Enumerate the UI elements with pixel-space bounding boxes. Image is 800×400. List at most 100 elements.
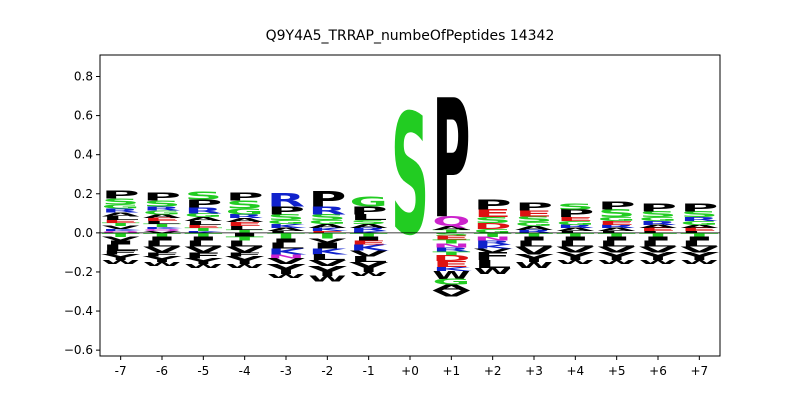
- logo-letter-e: E: [680, 227, 718, 232]
- logo-letter-y: Y: [266, 262, 307, 278]
- logo-letter-y: Y: [555, 250, 595, 262]
- logo-letter-l: L: [143, 239, 181, 248]
- logo-letter-v: V: [350, 249, 389, 258]
- logo-letter-s: S: [350, 219, 388, 225]
- logo-letter-i: I: [350, 236, 388, 242]
- logo-letter-l: L: [226, 225, 264, 231]
- y-tick-label: −0.2: [64, 265, 93, 279]
- logo-letter-g: G: [226, 207, 264, 216]
- x-axis: -7 -6 -5 -4 -3 -2 -1 +0 +1 +2 +3 +4 +5 +6 +7: [115, 356, 708, 378]
- logo-letter-v: V: [598, 245, 637, 254]
- logo-letter-y: Y: [679, 250, 719, 262]
- logo-letter-f: F: [184, 251, 222, 260]
- y-tick-label: 0.0: [74, 226, 93, 240]
- logo-letter-r: R: [226, 213, 264, 219]
- logo-letter-w: W: [474, 267, 512, 276]
- logo-letter-t: T: [308, 231, 346, 240]
- x-tick-label: -6: [156, 364, 168, 378]
- logo-letter-l: L: [639, 230, 677, 233]
- logo-letter-r: R: [598, 224, 636, 229]
- logo-letter-v: V: [474, 248, 512, 254]
- logo-letter-k: K: [350, 230, 390, 233]
- logo-letter-l: L: [680, 239, 718, 248]
- logo-letter-w: W: [680, 259, 718, 265]
- logo-letter-f: F: [226, 251, 264, 257]
- logo-letter-q: Q: [102, 230, 140, 233]
- logo-letter-y: Y: [596, 250, 636, 262]
- logo-letter-r: R: [680, 216, 718, 222]
- logo-letter-a: A: [350, 223, 388, 229]
- logo-letter-i: I: [639, 236, 677, 242]
- logo-letter-w: W: [432, 269, 470, 282]
- logo-letter-p: P: [226, 191, 264, 204]
- logo-letter-t: T: [102, 232, 140, 238]
- y-tick-label: 0.2: [74, 187, 93, 201]
- logo-letter-k: K: [308, 227, 349, 232]
- logo-letter-t: T: [598, 232, 636, 238]
- chart-title: Q9Y4A5_TRRAP_numbeOfPeptides 14342: [266, 28, 555, 44]
- logo-letter-s: S: [639, 210, 677, 219]
- logo-letter-t: T: [639, 232, 677, 238]
- logo-letter-a: A: [226, 217, 264, 223]
- x-tick-label: +0: [401, 364, 419, 378]
- logo-letter-e: E: [102, 219, 140, 224]
- logo-letter-g: G: [680, 220, 718, 226]
- logo-letter-e: E: [598, 220, 636, 226]
- logo-letter-v: V: [680, 245, 719, 254]
- logo-letter-l: L: [308, 253, 346, 262]
- logo-letter-a: A: [102, 211, 140, 217]
- logo-letter-y: Y: [142, 255, 183, 264]
- logo-letter-e: E: [474, 208, 512, 220]
- logo-letter-l: L: [143, 220, 181, 225]
- logo-letter-g: G: [350, 194, 388, 210]
- logo-letter-i: I: [102, 240, 140, 246]
- logo-letter-s: S: [474, 216, 512, 225]
- logo-letter-a: A: [143, 213, 181, 219]
- logo-letter-l: L: [474, 258, 512, 270]
- logo-letter-s: S: [556, 202, 594, 211]
- logo-letter-t: T: [143, 223, 181, 228]
- logo-letter-s: S: [184, 190, 222, 202]
- logo-letter-s: S: [515, 215, 553, 224]
- logo-letter-a: A: [267, 227, 305, 232]
- logo-letter-p: P: [143, 191, 181, 204]
- logo-letter-l: L: [350, 213, 388, 222]
- logo-letter-g: G: [308, 219, 346, 225]
- logo-letter-n: N: [267, 253, 305, 259]
- x-tick-label: +1: [442, 364, 460, 378]
- logo-letter-v: V: [143, 230, 181, 233]
- logo-letter-w: W: [556, 259, 594, 265]
- logo-letter-l: L: [226, 239, 264, 248]
- logo-letter-l: L: [556, 239, 594, 248]
- logo-letter-i: I: [680, 236, 718, 242]
- x-tick-label: -5: [197, 364, 209, 378]
- y-tick-label: −0.4: [64, 304, 93, 318]
- logo-letter-t: T: [226, 236, 264, 242]
- logo-letter-p: P: [598, 199, 636, 212]
- logo-letter-t: T: [184, 232, 222, 238]
- logo-letter-t: T: [680, 232, 718, 238]
- logo-letter-i: I: [598, 236, 636, 242]
- logo-letter-l: L: [598, 239, 636, 248]
- logo-letter-w: W: [102, 259, 140, 265]
- logo-letter-y: Y: [224, 254, 264, 266]
- logo-letter-w: W: [515, 261, 553, 270]
- logo-letter-a: A: [680, 224, 718, 229]
- logo-letter-l: L: [102, 215, 140, 221]
- logo-letter-w: W: [598, 259, 636, 265]
- logo-letter-e: E: [350, 240, 388, 246]
- logo-letter-a: A: [432, 225, 470, 231]
- x-tick-label: +6: [649, 364, 667, 378]
- logo-letter-s: S: [143, 199, 181, 208]
- logo-letter-e: E: [432, 260, 470, 269]
- logo-letter-w: W: [143, 261, 181, 267]
- logo-letter-l: L: [598, 230, 636, 233]
- logo-letter-v: V: [143, 245, 182, 254]
- logo-letter-p: P: [184, 197, 222, 210]
- logo-letter-w: W: [267, 273, 305, 279]
- logo-letter-e: E: [432, 235, 470, 241]
- logo-letter-y: Y: [514, 252, 554, 264]
- logo-letter-e: E: [515, 209, 553, 218]
- logo-letter-s: S: [680, 210, 718, 219]
- logo-letter-p: P: [350, 204, 388, 217]
